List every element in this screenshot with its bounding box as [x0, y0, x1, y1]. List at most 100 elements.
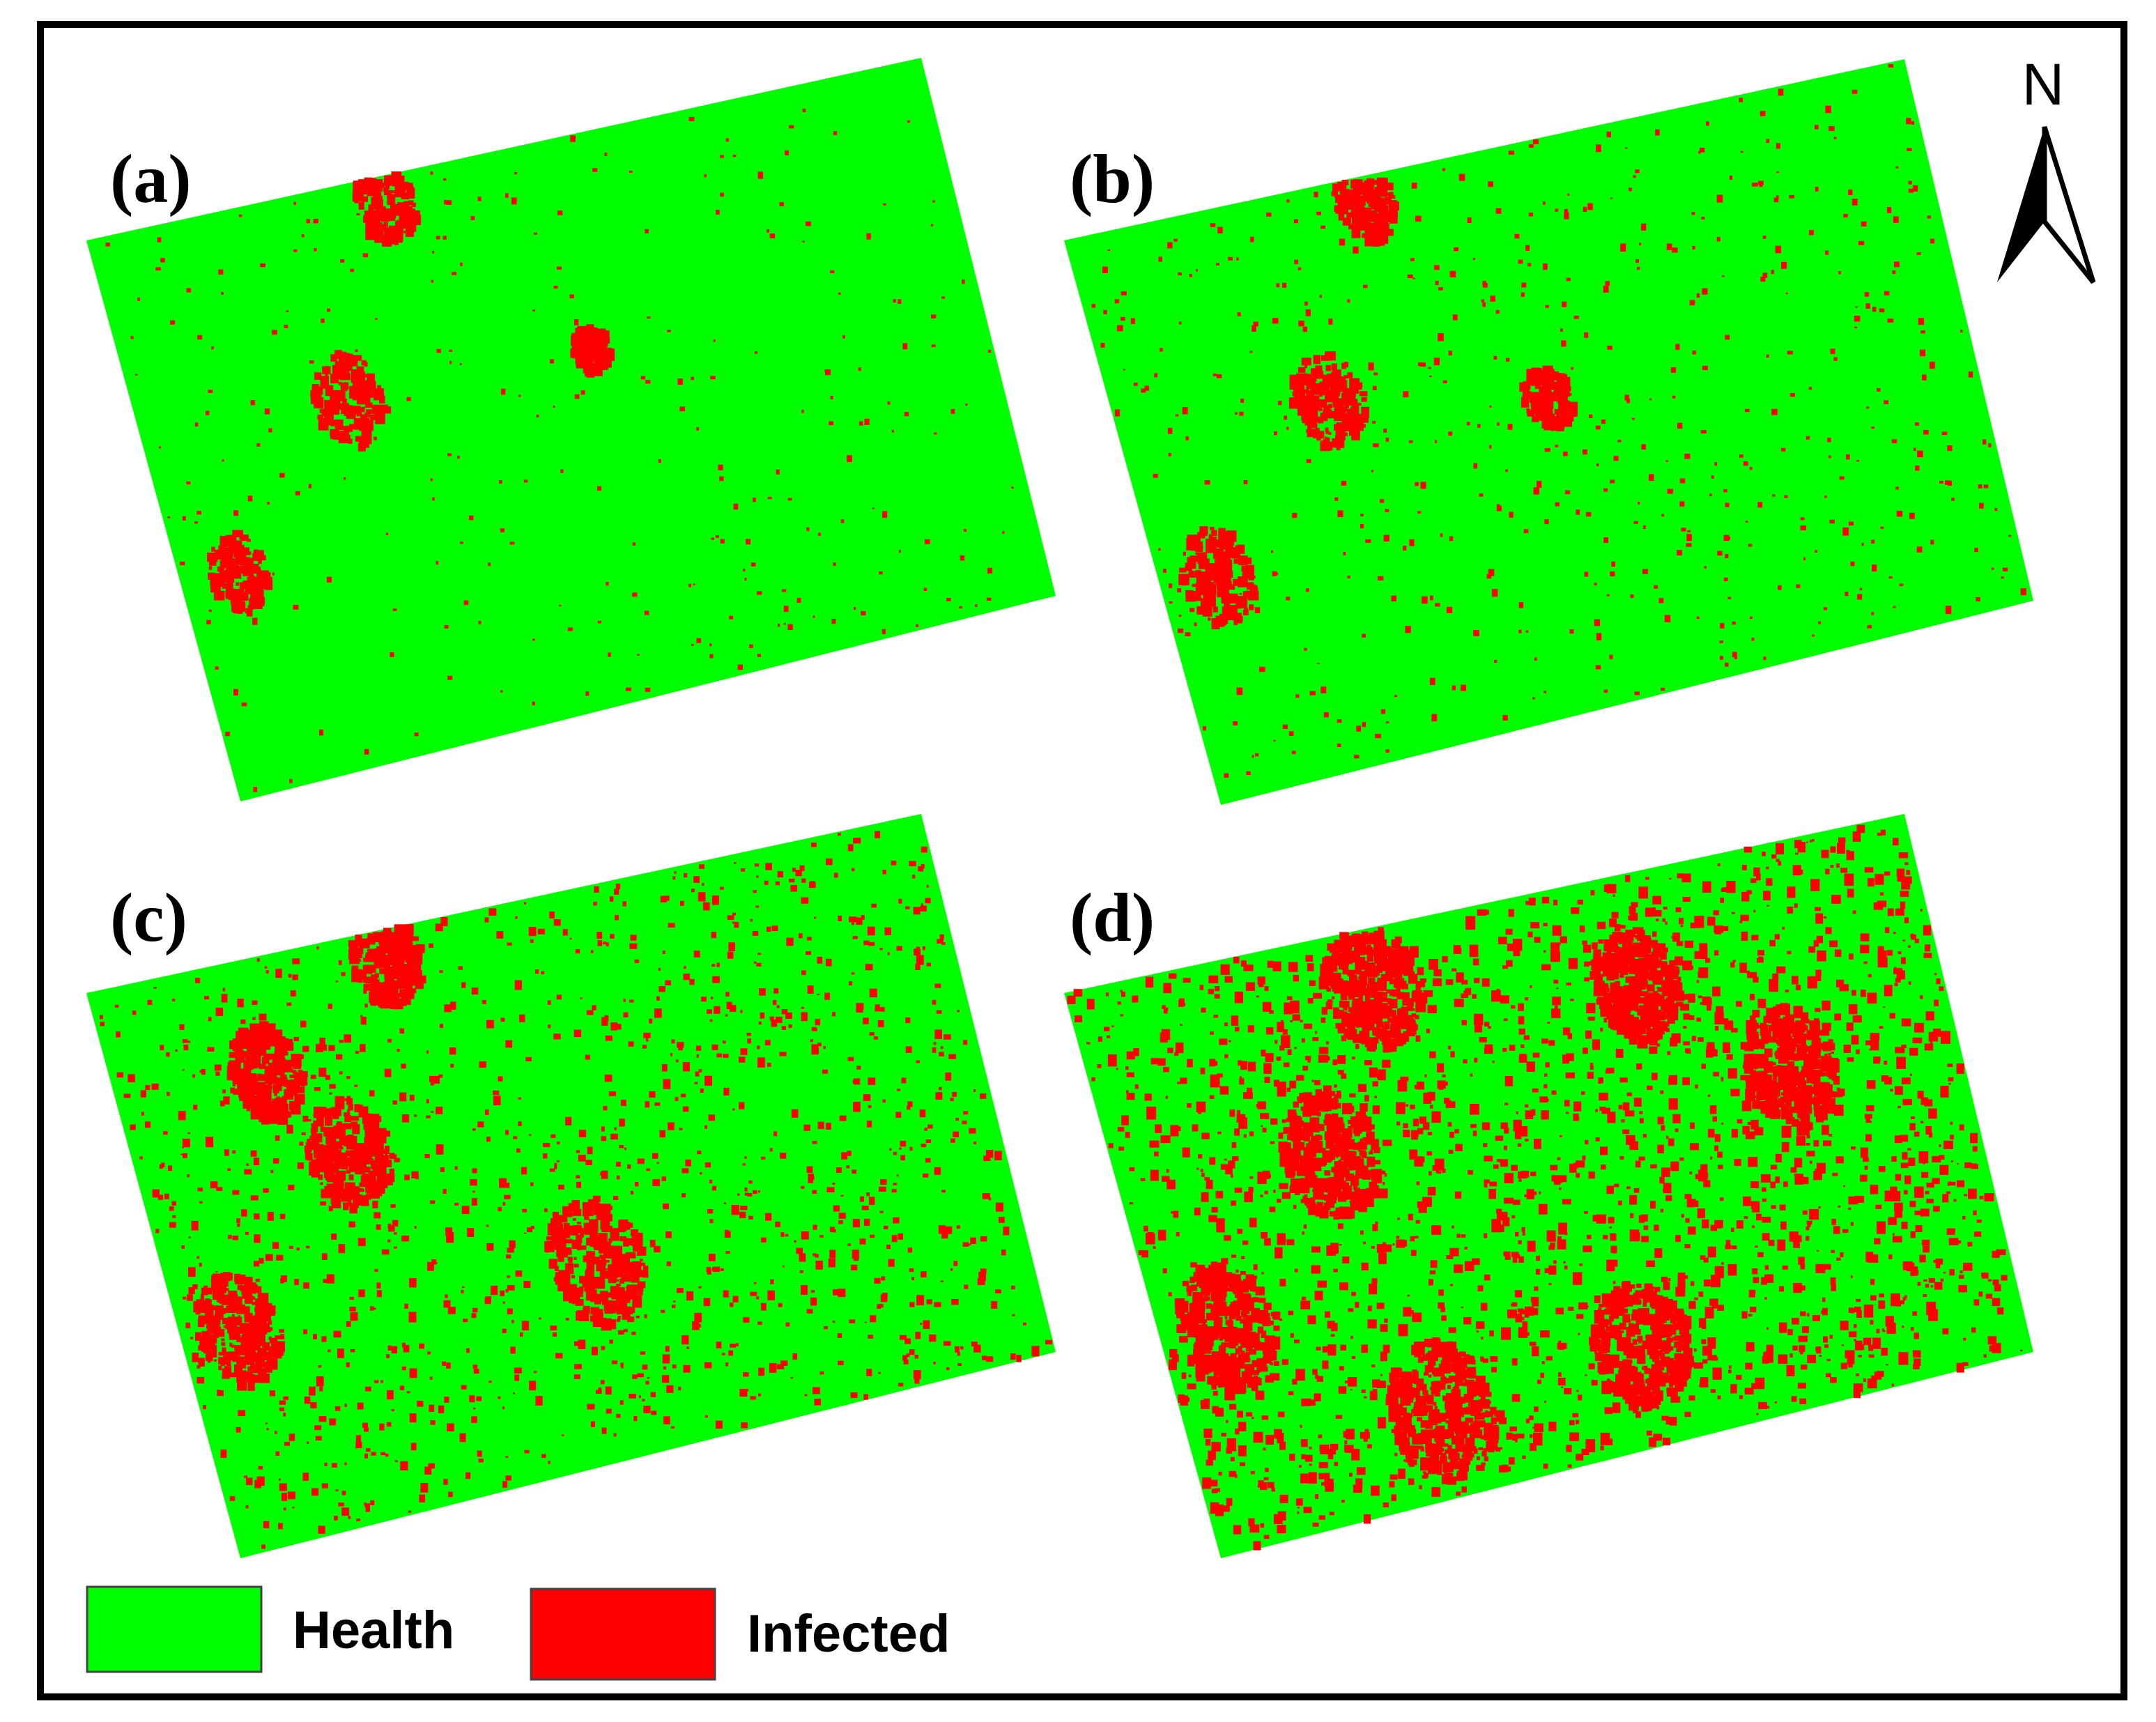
infected-patch — [169, 1206, 174, 1211]
infected-patch — [1237, 544, 1245, 554]
infected-patch — [601, 1346, 606, 1351]
infected-patch — [907, 1050, 911, 1052]
infected-patch — [1441, 1315, 1447, 1321]
infected-patch — [897, 1089, 900, 1091]
infected-patch — [1337, 744, 1341, 747]
infected-patch — [1706, 121, 1709, 126]
infected-patch — [318, 1365, 322, 1368]
infected-patch — [1893, 606, 1896, 608]
infected-patch — [472, 1128, 476, 1131]
infected-patch — [188, 1287, 195, 1294]
infected-patch — [882, 870, 886, 875]
infected-patch — [194, 422, 199, 427]
infected-patch — [1948, 1083, 1951, 1085]
infected-patch — [399, 976, 406, 985]
infected-patch — [334, 1096, 345, 1109]
infected-patch — [387, 1345, 392, 1351]
infected-patch — [1279, 1441, 1286, 1450]
infected-patch — [365, 1506, 370, 1512]
infected-patch — [1312, 405, 1320, 410]
infected-patch — [1229, 1109, 1235, 1117]
infected-patch — [1625, 875, 1631, 882]
infected-patch — [1835, 1156, 1844, 1164]
infected-patch — [442, 178, 447, 181]
infected-patch — [624, 1147, 627, 1151]
infected-patch — [1235, 412, 1238, 415]
infected-patch — [478, 621, 482, 624]
infected-patch — [237, 999, 244, 1008]
infected-patch — [630, 1190, 634, 1194]
infected-patch — [1176, 1232, 1180, 1237]
infected-patch — [257, 1329, 263, 1335]
infected-patch — [351, 1116, 360, 1121]
infected-patch — [1357, 221, 1363, 227]
infected-patch — [861, 1206, 869, 1210]
infected-patch — [1554, 393, 1560, 397]
infected-patch — [700, 1089, 704, 1093]
infected-patch — [932, 999, 937, 1005]
infected-patch — [201, 1294, 203, 1296]
infected-patch — [756, 591, 762, 595]
infected-patch — [1787, 351, 1793, 355]
infected-patch — [364, 413, 370, 418]
infected-patch — [757, 654, 761, 657]
infected-patch — [1687, 530, 1691, 532]
infected-patch — [1540, 408, 1549, 418]
infected-patch — [889, 1148, 892, 1151]
infected-patch — [880, 1294, 888, 1302]
infected-patch — [695, 1071, 700, 1077]
infected-patch — [1505, 469, 1508, 472]
infected-patch — [248, 1315, 260, 1331]
infected-patch — [780, 1153, 787, 1159]
infected-patch — [410, 1443, 417, 1451]
infected-patch — [303, 1282, 309, 1289]
infected-patch — [1288, 731, 1294, 737]
infected-patch — [852, 1219, 860, 1228]
infected-patch — [192, 1353, 199, 1362]
infected-patch — [336, 355, 340, 359]
infected-patch — [1550, 428, 1554, 431]
infected-patch — [376, 1224, 381, 1230]
infected-patch — [344, 477, 346, 480]
infected-patch — [866, 1369, 872, 1376]
infected-patch — [568, 1250, 572, 1255]
infected-patch — [1604, 1407, 1612, 1415]
infected-patch — [619, 1118, 625, 1127]
infected-patch — [250, 1150, 257, 1157]
infected-patch — [379, 395, 385, 404]
infected-patch — [559, 605, 562, 607]
infected-patch — [278, 1107, 288, 1115]
infected-patch — [404, 930, 414, 939]
infected-patch — [258, 1368, 265, 1378]
infected-patch — [1628, 187, 1632, 192]
infected-patch — [1373, 372, 1378, 376]
infected-patch — [257, 1321, 265, 1329]
infected-patch — [1533, 487, 1540, 495]
infected-patch — [1964, 1194, 1968, 1197]
infected-patch — [832, 1183, 836, 1185]
infected-patch — [261, 1544, 265, 1549]
infected-patch — [409, 1094, 415, 1101]
infected-patch — [387, 1390, 394, 1400]
infected-patch — [362, 1422, 368, 1428]
infected-patch — [1339, 186, 1345, 191]
infected-patch — [340, 383, 348, 392]
infected-patch — [808, 1176, 814, 1183]
infected-patch — [329, 1084, 336, 1089]
infected-patch — [934, 1029, 942, 1039]
infected-patch — [1215, 1190, 1224, 1199]
infected-patch — [303, 1329, 308, 1335]
infected-patch — [1807, 1354, 1817, 1364]
infected-patch — [824, 992, 830, 1000]
infected-patch — [323, 1128, 330, 1137]
infected-patch — [1182, 579, 1187, 586]
infected-patch — [360, 392, 371, 404]
infected-patch — [1435, 280, 1439, 286]
infected-patch — [182, 516, 186, 521]
infected-patch — [363, 989, 367, 994]
infected-patch — [163, 1131, 168, 1135]
infected-patch — [1429, 677, 1435, 686]
map-panel-c — [86, 814, 1056, 1558]
infected-patch — [252, 1302, 256, 1305]
infected-patch — [280, 1077, 286, 1082]
